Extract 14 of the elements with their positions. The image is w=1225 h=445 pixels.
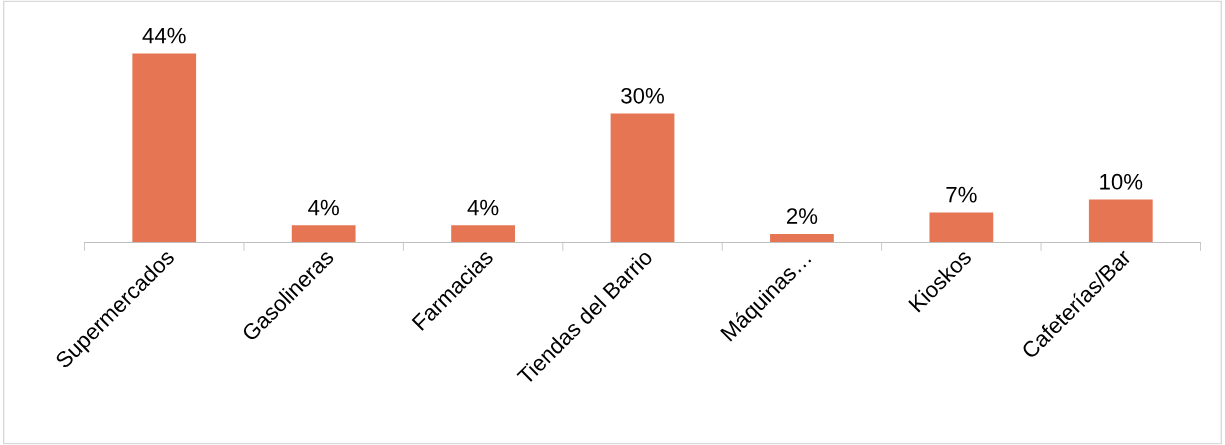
data-label: 7%: [946, 186, 977, 203]
data-label: 2%: [787, 208, 818, 224]
bar: [1088, 199, 1153, 243]
data-label: 30%: [621, 87, 664, 104]
bar: [291, 225, 356, 243]
data-label: 4%: [467, 199, 499, 216]
data-label: 10%: [1100, 173, 1143, 190]
data-label: 44%: [142, 27, 186, 44]
bar: [929, 212, 994, 243]
bar: [132, 53, 197, 243]
bar: [610, 113, 675, 243]
bar: [451, 225, 515, 243]
bar: [770, 233, 834, 243]
data-label: 4%: [308, 199, 339, 216]
